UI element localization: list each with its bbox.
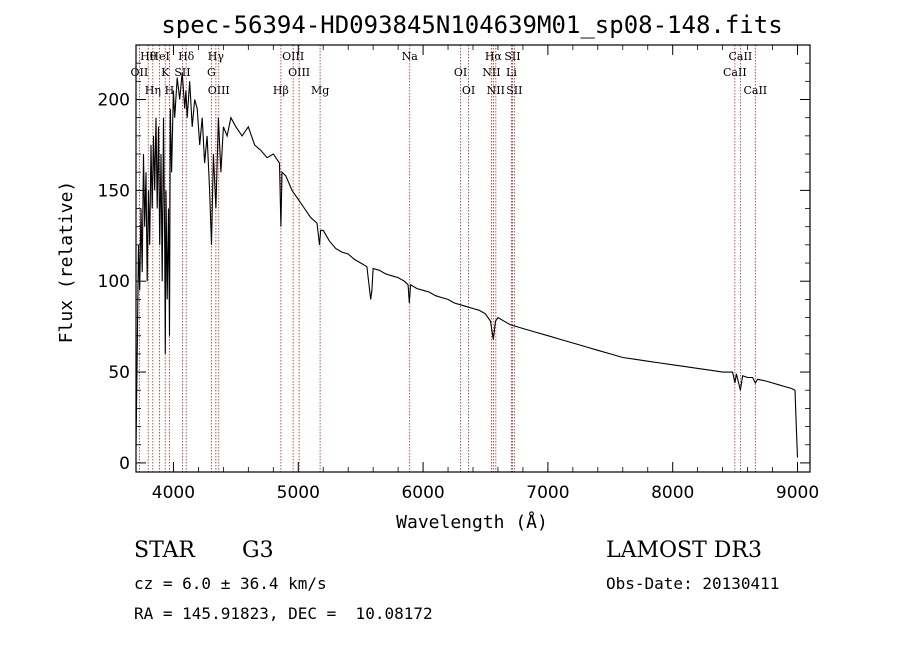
- line-label-10: G: [207, 66, 216, 79]
- axis-tick-layer: 4000 5000 6000 7000 8000 9000 0 50 100 150 200: [98, 45, 819, 503]
- chart-title: spec-56394-HD093845N104639M01_sp08-148.f…: [161, 11, 782, 39]
- line-label-16: OI: [454, 66, 467, 79]
- y-tick-label-1: 50: [108, 363, 130, 383]
- x-tick-label-1: 5000: [277, 483, 320, 503]
- y-tick-label-0: 0: [119, 454, 130, 474]
- x-axis-label: Wavelength (Å): [396, 511, 548, 533]
- y-tick-label-3: 150: [98, 181, 130, 201]
- line-label-7: SII: [174, 66, 190, 79]
- line-label-15: Na: [402, 50, 419, 63]
- line-label-23: SII: [506, 84, 522, 97]
- x-tick-label-0: 4000: [152, 483, 195, 503]
- line-label-19: NII: [482, 66, 500, 79]
- line-marker-layer: [138, 45, 756, 472]
- line-label-0: Hθ: [140, 50, 157, 63]
- line-label-22: Li: [506, 66, 517, 79]
- line-label-4: K: [161, 66, 170, 79]
- line-label-1: OII: [131, 66, 149, 79]
- line-label-9: Hγ: [208, 50, 225, 63]
- object-class: STAR: [134, 538, 195, 563]
- object-subclass: G3: [242, 538, 274, 563]
- line-label-11: Hβ: [273, 84, 289, 97]
- line-label-17: OI: [462, 84, 475, 97]
- line-label-13: OIII: [288, 66, 310, 79]
- x-tick-label-5: 9000: [776, 483, 819, 503]
- line-label-layer: HθOIIHηHeIKHHδSIIOIIIHγGHβOIIIOIIIMgNaOI…: [131, 50, 768, 97]
- line-label-21: SII: [504, 50, 520, 63]
- y-tick-label-4: 200: [98, 91, 130, 111]
- line-label-2: Hη: [145, 84, 161, 97]
- y-tick-label-2: 100: [98, 272, 130, 292]
- line-label-14: Mg: [311, 84, 329, 97]
- survey-name: LAMOST DR3: [606, 538, 762, 563]
- plot-frame: [135, 44, 811, 473]
- line-label-20: NII: [487, 84, 505, 97]
- line-label-25: CaII: [723, 66, 747, 79]
- spectrum-series-line: [135, 72, 799, 458]
- line-label-8: OIII: [208, 84, 230, 97]
- line-label-6: Hδ: [178, 50, 195, 63]
- line-label-3: HeI: [149, 50, 169, 63]
- line-label-26: CaII: [743, 84, 767, 97]
- observation-date: Obs-Date: 20130411: [606, 574, 780, 593]
- redshift-cz: cz = 6.0 ± 36.4 km/s: [134, 574, 327, 593]
- line-label-24: CaII: [729, 50, 753, 63]
- coordinates: RA = 145.91823, DEC = 10.08172: [134, 604, 433, 623]
- line-label-12: OIII: [282, 50, 304, 63]
- x-tick-label-2: 6000: [401, 483, 444, 503]
- y-axis-label: Flux (relative): [56, 181, 77, 344]
- line-label-5: H: [165, 84, 175, 97]
- x-tick-label-3: 7000: [526, 483, 569, 503]
- x-tick-label-4: 8000: [651, 483, 694, 503]
- line-label-18: Hα: [485, 50, 503, 63]
